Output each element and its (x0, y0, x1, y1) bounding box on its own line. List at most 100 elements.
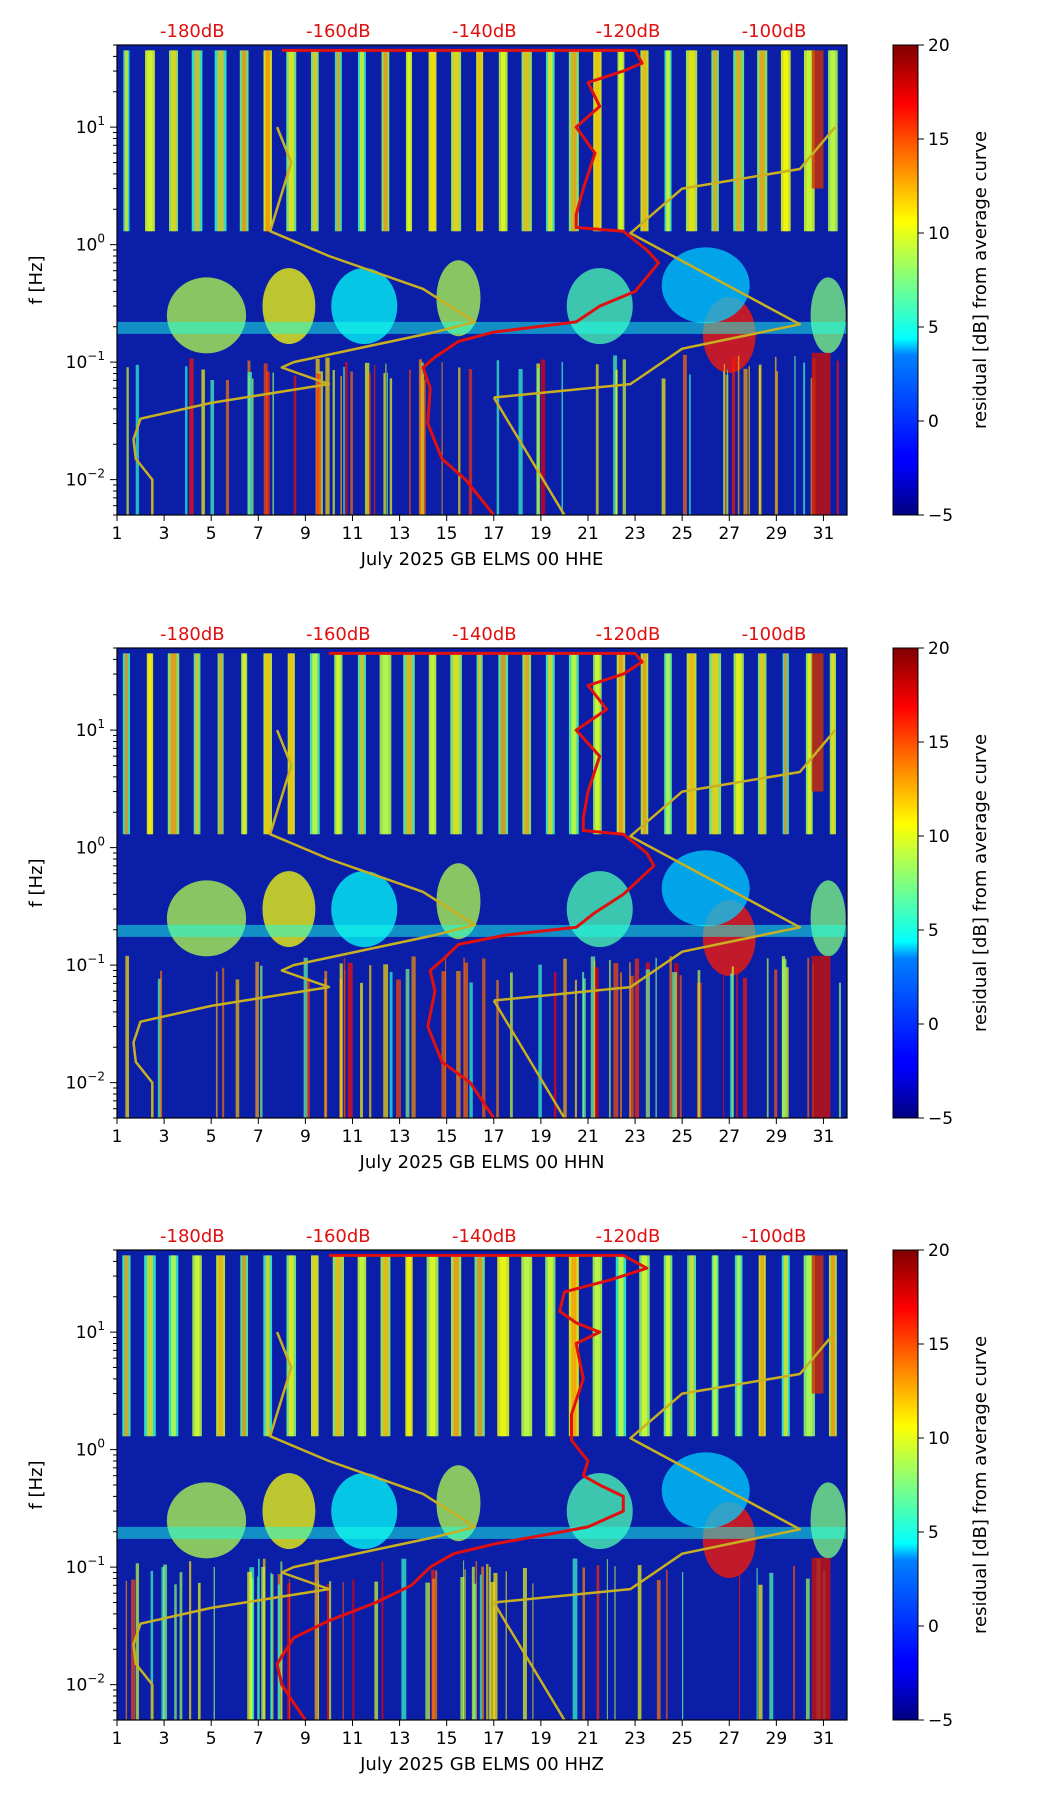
transient-spike (742, 977, 748, 1118)
day-stripe-core (124, 50, 128, 232)
transient-spike (270, 1574, 274, 1720)
y-axis-label: f [Hz] (26, 858, 47, 907)
day-stripe-core (312, 1255, 317, 1437)
x-tick-label: 15 (436, 524, 458, 544)
day-stripe-core (242, 653, 246, 835)
day-stripe-core (478, 653, 482, 835)
colorbar-tick-label: 10 (928, 827, 950, 847)
transient-spike (197, 1582, 201, 1720)
day-stripe-core (831, 653, 835, 835)
x-tick-label: 23 (624, 1729, 646, 1749)
x-tick-label: 19 (530, 1729, 552, 1749)
day-stripe-core (641, 1255, 648, 1437)
transient-spike (682, 354, 687, 515)
day-stripe-core (736, 1255, 741, 1437)
transient-spike (669, 956, 672, 1118)
microseism-band (117, 924, 847, 937)
day-stripe-core (571, 653, 577, 835)
x-tick-label: 29 (766, 1127, 788, 1147)
transient-spike (339, 963, 343, 1118)
day-stripe-core (595, 653, 600, 835)
microseism-blob (810, 277, 846, 354)
transient-spike (505, 1571, 507, 1720)
transient-spike (464, 962, 469, 1118)
day-stripe-core (336, 653, 341, 835)
microseism-blob (661, 850, 750, 927)
transient-spike (572, 1558, 578, 1720)
y-tick-label: 10−2 (66, 1672, 105, 1696)
x-tick-label: 7 (253, 1127, 264, 1147)
transient-spike (326, 1583, 331, 1720)
transient-spike (125, 1580, 128, 1720)
day-stripe-core (477, 50, 482, 232)
transient-spike (126, 367, 129, 515)
burst-region (811, 352, 831, 515)
transient-spike (423, 379, 426, 515)
microseism-blob (810, 1482, 846, 1559)
microseism-blob (166, 277, 247, 354)
transient-spike (369, 965, 372, 1118)
transient-spike (383, 964, 389, 1118)
heatmap-texture (117, 1255, 847, 1720)
transient-spike (766, 958, 769, 1118)
microseism-band (117, 1526, 847, 1539)
y-tick-label: 10−2 (66, 1070, 105, 1094)
day-stripe-core (148, 653, 152, 835)
transient-spike (561, 361, 564, 515)
x-tick-label: 29 (766, 1729, 788, 1749)
x-tick-label: 15 (436, 1127, 458, 1147)
transient-spike (805, 1578, 810, 1720)
transient-spike (189, 1561, 192, 1720)
transient-spike (490, 1581, 495, 1720)
transient-spike (325, 357, 330, 515)
transient-spike (318, 371, 323, 515)
day-stripe-core (689, 653, 695, 835)
x-tick-label: 5 (206, 1729, 217, 1749)
day-stripe-core (430, 653, 435, 835)
day-stripe-core (665, 1255, 671, 1437)
transient-spike (189, 358, 194, 515)
day-stripe-core (477, 1255, 483, 1437)
x-tick-label: 11 (342, 1729, 364, 1749)
day-stripe-core (407, 50, 411, 232)
db-scale-label: -160dB (306, 624, 371, 645)
x-tick-label: 25 (671, 1127, 693, 1147)
day-stripe-core (595, 1255, 600, 1437)
transient-spike (314, 1559, 319, 1720)
colorbar-gradient (892, 647, 919, 1119)
colorbar-gradient (892, 44, 919, 516)
colorbar: −5 0 5 10 15 20 residual [dB] from average cur… (892, 1241, 991, 1731)
day-stripe-core (830, 50, 836, 232)
transient-spike (261, 1566, 266, 1720)
day-stripe-core (312, 50, 317, 232)
x-tick-label: 15 (436, 1729, 458, 1749)
heatmap-texture (117, 50, 847, 515)
x-tick-label: 17 (483, 1127, 505, 1147)
day-stripe-core (642, 50, 647, 232)
x-tick-label: 21 (577, 1127, 599, 1147)
day-stripe-core (407, 1255, 411, 1437)
day-stripe-core (429, 1255, 436, 1437)
day-stripe-core (219, 653, 223, 835)
x-tick-label: 19 (530, 524, 552, 544)
transient-spike (287, 1583, 291, 1720)
db-scale-label: -140dB (452, 624, 517, 645)
transient-spike (306, 977, 310, 1118)
transient-spike (468, 369, 473, 515)
transient-spike (303, 957, 308, 1118)
transient-spike (161, 1567, 165, 1720)
db-scale-label: -180dB (160, 1226, 225, 1247)
colorbar-tick-label: −5 (928, 1711, 953, 1731)
transient-spike (411, 956, 416, 1118)
transient-spike (486, 1563, 489, 1720)
transient-spike (756, 1568, 758, 1720)
transient-spike (257, 1558, 260, 1720)
microseism-blob (166, 1482, 247, 1559)
burst-region-top (811, 50, 824, 189)
transient-spike (807, 957, 810, 1118)
transient-spike (456, 970, 461, 1118)
transient-spike (596, 1565, 600, 1720)
day-stripe-core (760, 653, 765, 835)
db-scale-label: -140dB (452, 1226, 517, 1247)
